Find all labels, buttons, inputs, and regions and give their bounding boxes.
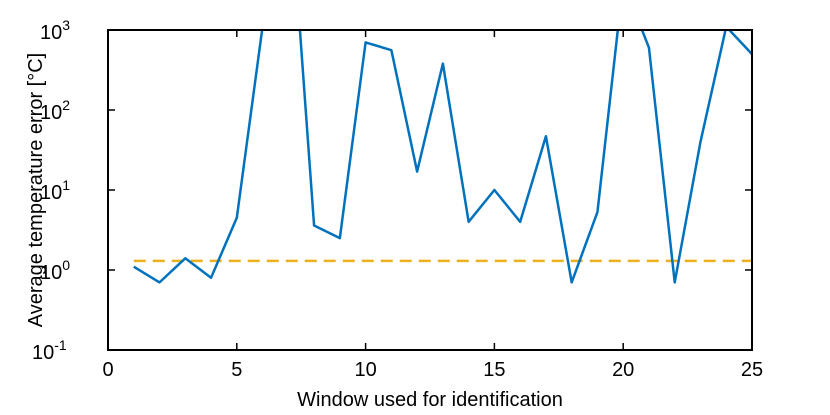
y-tick-base: 10 <box>40 22 62 44</box>
y-tick-exponent: -1 <box>54 337 67 353</box>
x-tick-label: 0 <box>102 359 113 381</box>
x-tick-label: 25 <box>741 359 763 381</box>
x-axis-label: Window used for identification <box>297 389 563 411</box>
y-tick-label: 100 <box>40 257 70 284</box>
x-tick-label: 20 <box>612 359 634 381</box>
y-tick-base: 10 <box>40 102 62 124</box>
y-tick-label: 101 <box>40 177 70 204</box>
y-tick-exponent: 1 <box>62 177 70 193</box>
x-tick-label: 5 <box>231 359 242 381</box>
x-tick-label: 10 <box>354 359 376 381</box>
y-tick-base: 10 <box>32 342 54 364</box>
y-tick-base: 10 <box>40 262 62 284</box>
y-axis-label: Average temperature error [°C] <box>25 53 47 327</box>
data-line <box>133 30 752 284</box>
plot-frame <box>107 29 753 351</box>
y-tick-label: 10-1 <box>32 337 67 364</box>
y-tick-label: 103 <box>40 17 70 44</box>
y-tick-label: 102 <box>40 97 70 124</box>
y-tick-exponent: 0 <box>62 257 70 273</box>
y-tick-exponent: 3 <box>62 17 70 33</box>
x-tick-label: 15 <box>483 359 505 381</box>
y-tick-base: 10 <box>40 182 62 204</box>
y-tick-exponent: 2 <box>62 97 70 113</box>
